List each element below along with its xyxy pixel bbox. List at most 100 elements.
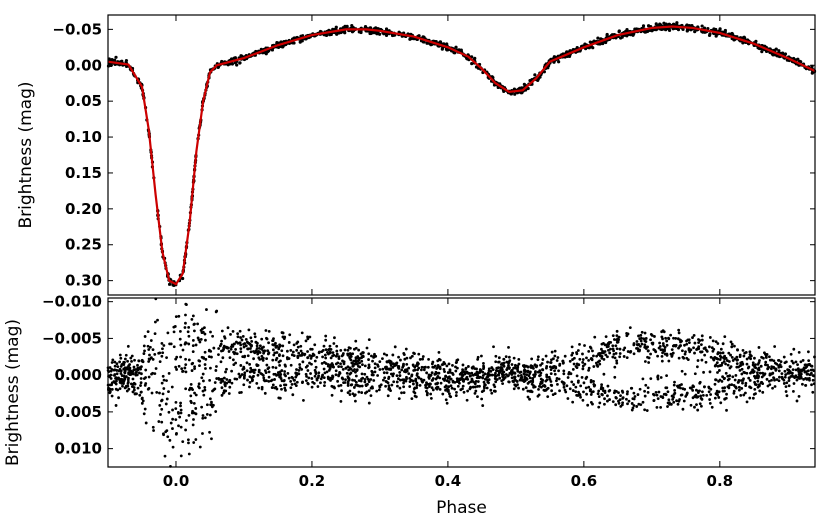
residual-point <box>492 345 495 349</box>
residual-point <box>348 393 352 396</box>
residual-point <box>274 346 278 349</box>
residual-point <box>775 378 779 381</box>
residual-point <box>367 352 371 356</box>
residual-point <box>753 356 756 360</box>
residual-point <box>319 377 323 381</box>
residual-point <box>742 354 746 358</box>
residual-point <box>196 336 200 340</box>
residual-point <box>177 364 181 368</box>
residual-point <box>279 377 283 380</box>
residual-point <box>709 393 712 396</box>
residual-point <box>252 350 255 353</box>
residual-point <box>681 407 685 411</box>
residual-point <box>373 370 377 374</box>
residual-point <box>410 397 414 401</box>
residual-point <box>221 356 225 360</box>
light-curve-point <box>650 28 654 32</box>
residual-point <box>580 375 584 379</box>
residual-point <box>283 373 286 376</box>
residual-point <box>294 375 298 379</box>
residual-point <box>571 367 575 371</box>
residual-point <box>354 339 358 343</box>
residual-point <box>367 338 371 341</box>
residual-point <box>665 352 669 356</box>
residual-point <box>322 344 326 348</box>
residual-point <box>556 382 559 386</box>
residual-point <box>144 376 147 379</box>
residual-point <box>694 395 698 399</box>
residual-point <box>418 357 422 361</box>
residual-point <box>160 398 164 402</box>
residual-point <box>718 378 722 382</box>
residual-point <box>643 360 647 363</box>
residual-point <box>702 370 705 374</box>
residual-point <box>664 393 668 397</box>
residual-point <box>484 383 487 387</box>
residual-point <box>363 372 367 376</box>
residual-point <box>615 329 619 333</box>
residual-point <box>744 384 748 388</box>
residual-point <box>445 401 449 405</box>
residual-point <box>694 393 698 397</box>
residual-point <box>267 329 271 333</box>
residual-point <box>604 353 608 357</box>
residual-point <box>275 356 279 360</box>
residual-point <box>213 387 217 391</box>
residual-point <box>253 335 257 339</box>
residual-point <box>349 346 352 350</box>
residual-point <box>754 363 757 367</box>
residual-point <box>596 392 600 396</box>
residual-point <box>453 380 457 384</box>
residual-point <box>499 363 503 366</box>
residual-point <box>734 373 738 377</box>
residual-point <box>402 378 406 382</box>
light-curve-point <box>276 45 281 49</box>
residual-point <box>331 374 334 378</box>
residual-point <box>191 338 195 342</box>
y-tick-label: 0.05 <box>65 92 102 110</box>
residual-point <box>301 360 305 364</box>
residual-point <box>160 420 164 424</box>
residual-point <box>267 366 271 370</box>
residual-point <box>668 402 671 406</box>
residual-point <box>190 317 194 321</box>
residual-point <box>766 384 770 388</box>
residual-point <box>705 394 709 397</box>
residual-point <box>415 381 419 385</box>
residual-point <box>324 338 328 342</box>
residual-point <box>433 364 437 368</box>
residual-point <box>344 378 347 382</box>
residual-point <box>588 345 592 349</box>
residual-point <box>165 379 168 383</box>
residual-point <box>125 375 128 378</box>
residual-point <box>728 366 732 370</box>
residual-point <box>655 406 659 409</box>
residual-point <box>783 361 787 365</box>
residual-point <box>361 351 365 354</box>
residual-point <box>647 361 651 364</box>
residual-point <box>448 392 451 396</box>
residual-point <box>278 343 282 347</box>
residual-point <box>427 357 430 361</box>
residual-point <box>178 337 182 341</box>
residual-point <box>348 355 352 359</box>
residual-point <box>691 384 695 388</box>
residual-point <box>556 356 560 359</box>
residual-point <box>587 366 591 370</box>
residual-point <box>723 335 727 338</box>
residual-point <box>139 377 143 380</box>
residual-point <box>718 354 722 358</box>
residual-point <box>212 403 215 407</box>
residual-point <box>783 375 787 379</box>
residual-point <box>411 364 415 368</box>
residual-point <box>174 400 178 404</box>
residual-point <box>443 379 446 382</box>
residual-point <box>287 341 291 344</box>
residual-point <box>437 357 441 361</box>
residual-point <box>632 352 636 356</box>
residual-point <box>783 369 787 373</box>
residual-point <box>412 382 415 386</box>
residual-point <box>211 389 214 393</box>
residual-point <box>430 379 434 382</box>
residual-point <box>708 398 712 401</box>
